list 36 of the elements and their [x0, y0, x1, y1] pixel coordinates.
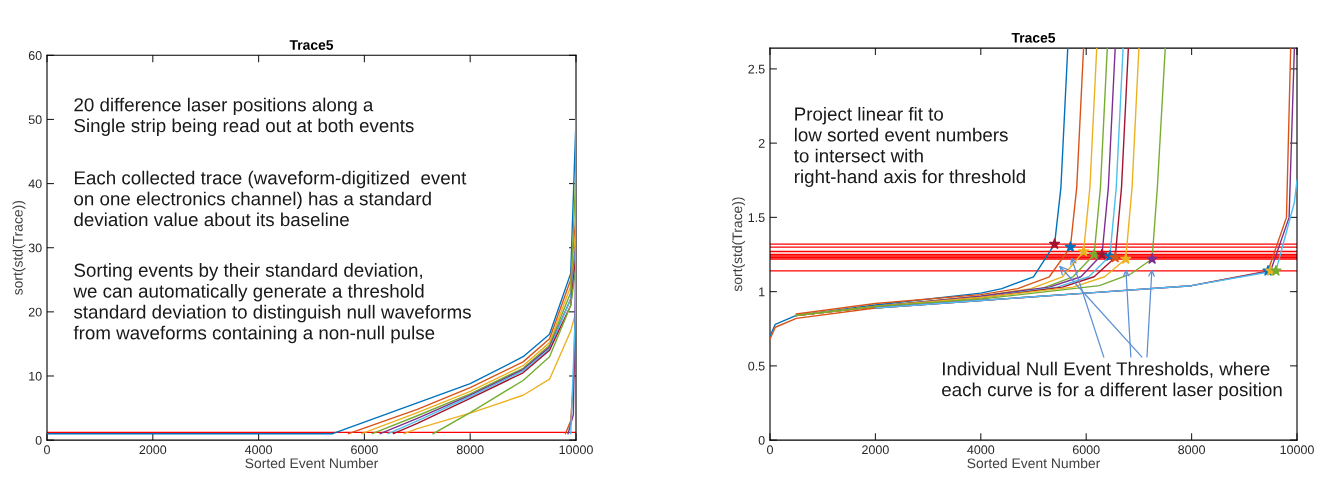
y-tick-label: 0: [35, 435, 42, 445]
y-tick-label: 10: [29, 371, 42, 381]
y-tick-label: 0: [758, 435, 765, 445]
chart-title: Trace5: [289, 40, 334, 50]
chart-title: Trace5: [1011, 32, 1056, 43]
y-tick-label: 0.5: [748, 361, 765, 371]
x-tick-label: 8000: [456, 445, 484, 455]
y-tick-label: 2: [758, 138, 765, 148]
x-tick-label: 0: [767, 445, 773, 455]
x-tick-label: 2000: [139, 445, 167, 455]
annotation: Individual Null Event Thresholds, where each curve is for a different laser position: [942, 361, 1282, 401]
x-tick-label: 4000: [967, 445, 995, 455]
y-tick-label: 50: [28, 115, 42, 125]
x-axis-title: Sorted Event Number: [967, 458, 1101, 469]
y-tick-label: 40: [28, 179, 42, 189]
y-tick-label: 2.5: [748, 64, 765, 74]
x-tick-label: 6000: [351, 445, 378, 455]
annotation: Project linear fit to low sorted event numbers to intersect with right-hand axis for threshold: [794, 106, 1025, 188]
y-tick-label: 20: [28, 307, 42, 317]
annotation: Each collected trace (waveform-digitized event on one electronics channel) has a standard deviation value about its baseline: [74, 170, 467, 227]
x-tick-label: 8000: [1178, 445, 1206, 455]
x-tick-label: 10000: [559, 445, 593, 455]
x-axis-title: Sorted Event Number: [245, 458, 379, 469]
annotation: Sorting events by their standard deviation, we can automatically generate a threshold standard deviation to distinguish null waveforms from waveforms containing a non-null pulse: [73, 263, 471, 344]
y-tick-label: 60: [28, 51, 42, 60]
x-tick-label: 0: [44, 445, 50, 455]
x-tick-label: 10000: [1280, 445, 1314, 455]
y-axis-title: sort(std(Trace)): [12, 200, 26, 295]
x-tick-label: 2000: [862, 445, 889, 455]
x-tick-label: 4000: [244, 445, 273, 455]
y-axis-title: sort(std(Trace)): [732, 197, 745, 292]
y-tick-label: 30: [28, 243, 42, 253]
y-tick-label: 1: [759, 287, 765, 297]
y-tick-label: 1.5: [748, 213, 765, 223]
x-tick-label: 6000: [1072, 445, 1100, 455]
annotation: 20 difference laser positions along a Single strip being read out at both events: [74, 97, 414, 136]
